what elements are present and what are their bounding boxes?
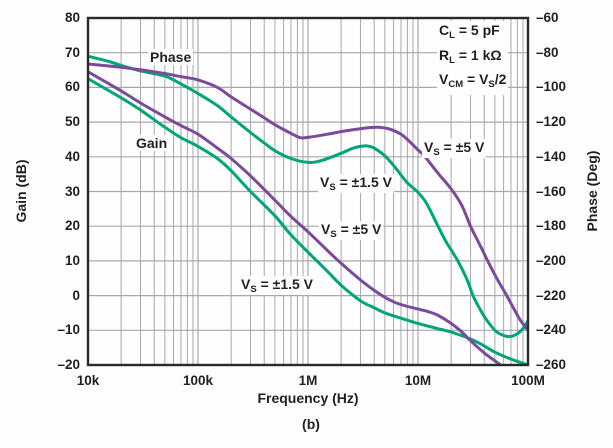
gain-tick-label: 80	[64, 10, 80, 25]
subscript: S	[488, 79, 495, 90]
subscript: CM	[448, 79, 464, 90]
label-phase-vs1p5: VS = ±1.5 V	[318, 174, 395, 193]
gain-axis-title: Gain (dB)	[13, 159, 29, 223]
condition-line: CL = 5 pF	[439, 22, 500, 41]
subscript: L	[449, 30, 455, 41]
freq-tick-label: 100M	[511, 373, 545, 388]
curve-gain-vs5	[88, 70, 504, 365]
plot-frame	[86, 16, 530, 367]
subscript: S	[330, 229, 337, 240]
gain-curves-label: Gain	[134, 135, 170, 151]
curve-phase-vs5	[88, 62, 528, 332]
gain-tick-label: 40	[64, 148, 80, 164]
gain-tick-label: 50	[64, 114, 80, 130]
gain-tick-label: 20	[64, 218, 80, 234]
subscript: L	[449, 54, 455, 66]
phase-tick-label: –200	[536, 252, 567, 268]
x-axis-title: Frequency (Hz)	[257, 390, 359, 406]
phase-tick-label: –160	[536, 183, 567, 199]
phase-tick-label: –60	[536, 10, 559, 25]
phase-tick-label: –120	[536, 114, 567, 130]
gain-tick-label: 60	[64, 79, 80, 95]
subfigure-caption: (b)	[302, 416, 320, 432]
gain-tick-label: 70	[64, 44, 80, 60]
freq-tick-label: 10M	[404, 373, 432, 388]
curve-phase-vs1p5	[88, 54, 528, 339]
phase-axis-title: Phase (Deg)	[584, 150, 600, 232]
condition-line: VCM = VS/2	[439, 71, 507, 90]
freq-tick-label: 100k	[182, 373, 214, 388]
freq-tick-label: 10k	[76, 373, 100, 388]
phase-tick-label: –180	[536, 218, 567, 234]
subscript: S	[250, 284, 257, 295]
condition-line: RL = 1 kΩ	[439, 46, 502, 66]
gain-tick-label: 0	[72, 287, 80, 303]
label-gain-vs5: VS = ±5 V	[319, 221, 384, 240]
phase-tick-label: –220	[536, 287, 567, 303]
phase-tick-label: –260	[536, 357, 567, 372]
phase-tick-label: –100	[536, 79, 567, 95]
test-conditions: CL = 5 pF RL = 1 kΩ VCM = VS/2	[437, 21, 509, 95]
phase-tick-label: –240	[536, 322, 567, 338]
subscript: S	[329, 182, 336, 193]
gain-tick-label: –20	[57, 357, 80, 372]
phase-curves-label: Phase	[148, 49, 194, 65]
freq-tick-label: 1M	[298, 373, 318, 388]
phase-tick-label: –140	[536, 148, 567, 164]
phase-tick-label: –80	[536, 44, 559, 60]
curves	[88, 54, 528, 365]
label-gain-vs1p5: VS = ±1.5 V	[239, 276, 316, 295]
gain-tick-label: 10	[64, 252, 80, 268]
label-phase-vs5: VS = ±5 V	[422, 139, 487, 158]
subscript: S	[433, 147, 440, 158]
gain-tick-label: 30	[64, 183, 80, 199]
gain-tick-label: –10	[57, 322, 80, 338]
